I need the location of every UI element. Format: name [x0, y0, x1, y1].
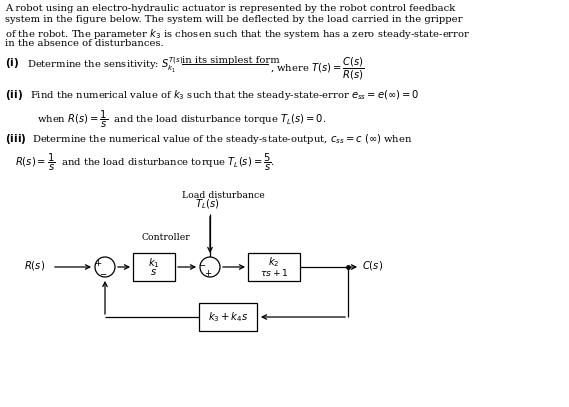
Text: $\mathbf{(iii)}$: $\mathbf{(iii)}$ [5, 131, 27, 146]
Text: $R(s)$: $R(s)$ [24, 258, 45, 271]
Text: A robot using an electro-hydraulic actuator is represented by the robot control : A robot using an electro-hydraulic actua… [5, 4, 455, 13]
Text: $k_3 + k_4s$: $k_3 + k_4s$ [208, 310, 248, 324]
Circle shape [95, 257, 115, 277]
Text: $-$: $-$ [99, 269, 107, 278]
Circle shape [200, 257, 220, 277]
Text: Determine the numerical value of the steady-state-output, $c_{ss} = c\ (\infty)$: Determine the numerical value of the ste… [32, 131, 413, 146]
Text: $k_2$: $k_2$ [268, 255, 280, 269]
Text: Load disturbance: Load disturbance [182, 191, 265, 200]
Text: +: + [94, 259, 102, 268]
Text: $-$: $-$ [198, 259, 206, 268]
Text: when $R(s) = \dfrac{1}{s}$  and the load disturbance torque $T_L(s) = 0$.: when $R(s) = \dfrac{1}{s}$ and the load … [37, 109, 327, 130]
Text: $R(s) = \dfrac{1}{s}$  and the load disturbance torque $T_L(s) = \dfrac{5}{s}$.: $R(s) = \dfrac{1}{s}$ and the load distu… [15, 152, 275, 173]
Text: $\mathbf{(i)}$: $\mathbf{(i)}$ [5, 56, 19, 70]
Text: Find the numerical value of $k_3$ such that the steady-state-error $e_{ss} = e(\: Find the numerical value of $k_3$ such t… [30, 88, 419, 102]
Text: $k_1$: $k_1$ [148, 256, 160, 270]
Text: $C(s)$: $C(s)$ [362, 258, 383, 271]
Text: system in the figure below. The system will be deflected by the load carried in : system in the figure below. The system w… [5, 15, 463, 24]
Bar [133, 253, 175, 281]
Text: Controller: Controller [142, 233, 191, 242]
Text: Determine the sensitivity: $S_{k_1}^{T(s)}$: Determine the sensitivity: $S_{k_1}^{T(s… [27, 56, 183, 75]
Bar [248, 253, 300, 281]
Text: in the absence of disturbances.: in the absence of disturbances. [5, 39, 164, 48]
Text: $T_L(s)$: $T_L(s)$ [195, 197, 220, 211]
Text: , where $T(s) = \dfrac{C(s)}{R(s)}$: , where $T(s) = \dfrac{C(s)}{R(s)}$ [270, 56, 365, 82]
Text: in its simplest form: in its simplest form [182, 56, 280, 65]
Bar [199, 303, 257, 331]
Text: of the robot. The parameter $k_3$ is chosen such that the system has a zero stea: of the robot. The parameter $k_3$ is cho… [5, 27, 471, 41]
Text: $\tau s + 1$: $\tau s + 1$ [259, 267, 288, 278]
Text: $s$: $s$ [150, 267, 158, 277]
Text: +: + [204, 269, 212, 278]
Text: $\mathbf{(ii)}$: $\mathbf{(ii)}$ [5, 88, 23, 102]
